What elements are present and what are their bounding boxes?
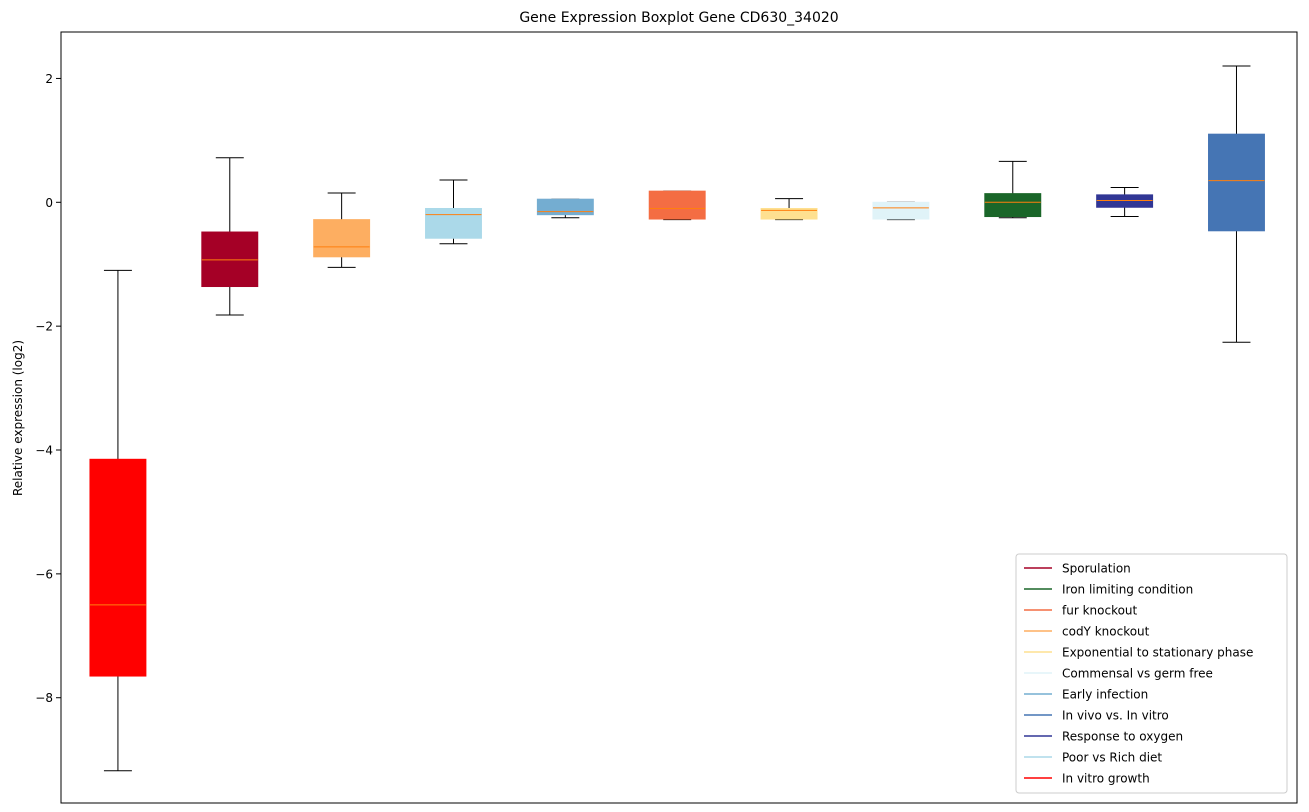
box-group	[1208, 65, 1265, 343]
box	[1096, 194, 1154, 208]
legend-label: In vitro growth	[1062, 772, 1150, 786]
legend-label: Iron limiting condition	[1062, 583, 1193, 597]
box	[425, 207, 482, 239]
box	[648, 190, 706, 220]
legend-label: Exponential to stationary phase	[1062, 646, 1253, 660]
box-group	[872, 201, 930, 221]
y-tick-label: 0	[45, 196, 53, 210]
legend-label: Commensal vs germ free	[1062, 667, 1213, 681]
box	[1208, 133, 1265, 232]
box	[760, 207, 818, 220]
box-group	[201, 157, 259, 316]
legend-item: Commensal vs germ free	[1024, 667, 1213, 681]
box-group	[648, 190, 706, 221]
boxes-layer	[89, 65, 1265, 772]
box	[201, 231, 259, 288]
box-group	[536, 198, 594, 219]
box	[313, 219, 371, 258]
legend-item: Iron limiting condition	[1024, 583, 1193, 597]
y-tick-label: 2	[45, 72, 53, 86]
y-tick-label: −4	[35, 444, 53, 458]
legend-item: Exponential to stationary phase	[1024, 646, 1253, 660]
box	[984, 193, 1042, 218]
box	[89, 458, 147, 677]
legend-item: codY knockout	[1024, 625, 1150, 639]
plot-frame	[60, 31, 1298, 804]
legend-item: fur knockout	[1024, 604, 1138, 618]
legend-label: In vivo vs. In vitro	[1062, 709, 1169, 723]
y-axis: −8 −6 −4 −2 0 2	[35, 72, 61, 705]
legend-label: fur knockout	[1062, 604, 1138, 618]
legend-label: codY knockout	[1062, 625, 1150, 639]
y-tick-label: −2	[35, 320, 53, 334]
box-group	[89, 269, 147, 772]
legend-item: Poor vs Rich diet	[1024, 751, 1162, 765]
chart-title: Gene Expression Boxplot Gene CD630_34020	[519, 10, 838, 26]
y-tick-label: −8	[35, 691, 53, 705]
box	[872, 201, 930, 220]
legend-item: Sporulation	[1024, 562, 1131, 576]
legend-box	[1015, 553, 1288, 794]
legend-item: In vivo vs. In vitro	[1024, 709, 1169, 723]
legend-label: Early infection	[1062, 688, 1148, 702]
box-group	[760, 198, 818, 221]
legend-label: Response to oxygen	[1062, 730, 1183, 744]
legend-item: Response to oxygen	[1024, 730, 1183, 744]
legend: Sporulation Iron limiting condition fur kn…	[1015, 553, 1288, 794]
box-group	[984, 160, 1042, 219]
legend-label: Sporulation	[1062, 562, 1131, 576]
box-group	[425, 179, 482, 245]
y-axis-label: Relative expression (log2)	[11, 340, 25, 496]
box	[536, 198, 594, 216]
box-group	[313, 192, 371, 268]
legend-item: In vitro growth	[1024, 772, 1150, 786]
legend-item: Early infection	[1024, 688, 1148, 702]
box-group	[1096, 186, 1154, 218]
legend-label: Poor vs Rich diet	[1062, 751, 1162, 765]
y-tick-label: −6	[35, 567, 53, 581]
